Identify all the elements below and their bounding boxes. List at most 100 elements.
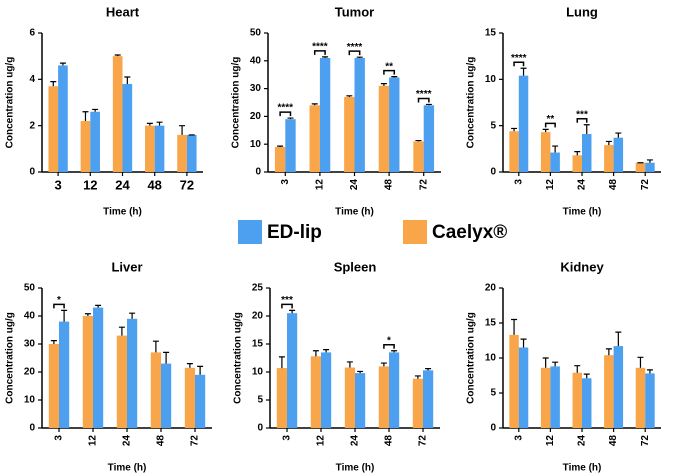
x-tick-label: 12 <box>316 435 327 447</box>
error-bar <box>152 340 159 353</box>
y-tick-label: 6 <box>29 28 35 39</box>
bar <box>90 111 100 172</box>
x-tick-label: 12 <box>315 179 326 191</box>
bar <box>540 132 551 172</box>
significance-label: *** <box>576 109 588 120</box>
error-bar <box>357 370 364 374</box>
y-tick-label: 0 <box>255 167 261 178</box>
significance-bracket <box>576 117 588 123</box>
bar <box>354 58 365 172</box>
bar <box>93 307 104 428</box>
y-axis-label: Concentration ug/g <box>233 312 244 404</box>
bar <box>112 56 123 172</box>
bar <box>540 367 551 428</box>
bar <box>613 137 624 172</box>
bar <box>604 355 614 428</box>
error-bar <box>346 361 353 368</box>
bar <box>344 367 355 428</box>
bar <box>423 370 434 428</box>
error-bar <box>391 350 398 353</box>
error-bar <box>50 340 57 344</box>
error-bar <box>163 351 170 364</box>
error-bar <box>520 67 527 76</box>
error-bar <box>92 108 99 112</box>
bar <box>645 162 655 172</box>
significance-label: **** <box>416 89 432 100</box>
x-axis-label: Time (h) <box>108 463 147 474</box>
bar <box>389 352 400 428</box>
bar <box>509 334 519 428</box>
significance-bracket <box>348 50 361 56</box>
significance-bracket <box>544 122 556 128</box>
bar <box>59 321 70 428</box>
error-bar <box>287 117 294 120</box>
error-bar <box>59 62 66 66</box>
y-tick-label: 20 <box>24 367 36 378</box>
bar <box>309 105 320 172</box>
error-bar <box>542 128 549 133</box>
bar <box>154 125 165 172</box>
y-tick-label: 5 <box>257 395 263 406</box>
y-tick-label: 20 <box>250 111 262 122</box>
chart-title: Liver <box>111 259 142 274</box>
error-bar <box>415 139 422 142</box>
y-tick-label: 0 <box>29 167 35 178</box>
bar <box>378 85 390 172</box>
bar <box>413 141 424 172</box>
error-bar <box>511 318 518 335</box>
significance-label: ** <box>547 114 555 125</box>
error-bar <box>511 127 518 132</box>
chart-title: Spleen <box>334 259 377 274</box>
bar <box>378 366 389 428</box>
error-bar <box>425 103 432 106</box>
bar <box>550 152 560 172</box>
y-tick-label: 50 <box>24 283 36 294</box>
error-bar <box>615 331 622 347</box>
significance-bracket <box>279 111 292 117</box>
y-tick-label: 15 <box>485 28 497 39</box>
bar <box>161 363 172 428</box>
x-axis-label: Time (h) <box>563 463 602 474</box>
bar <box>48 86 59 172</box>
bar <box>276 368 287 428</box>
significance-label: * <box>57 295 61 306</box>
error-bar <box>95 304 102 308</box>
bar <box>518 75 529 172</box>
bar <box>412 378 423 428</box>
error-bar <box>323 349 330 353</box>
error-bar <box>82 111 89 122</box>
x-axis-label: Time (h) <box>336 463 375 474</box>
error-bar <box>146 122 153 126</box>
significance-bracket <box>383 343 395 349</box>
x-tick-label: 24 <box>350 435 361 447</box>
error-bar <box>637 356 644 368</box>
y-tick-label: 15 <box>252 339 264 350</box>
error-bar <box>583 124 590 135</box>
error-bar <box>50 81 57 87</box>
x-tick-label: 3 <box>280 179 291 185</box>
error-bar <box>542 357 549 368</box>
error-bar <box>380 82 387 86</box>
x-tick-label: 72 <box>640 179 651 191</box>
error-bar <box>311 103 318 106</box>
error-bar <box>356 56 363 59</box>
error-bar <box>425 368 432 371</box>
bar <box>184 367 195 428</box>
y-axis-label: Concentration ug/g <box>5 312 16 404</box>
chart-title: Lung <box>566 4 598 19</box>
error-bar <box>278 356 285 369</box>
legend-label: Caelyx® <box>432 222 507 243</box>
x-tick-label: 3 <box>513 435 524 441</box>
y-tick-label: 5 <box>490 388 496 399</box>
error-bar <box>156 121 163 126</box>
bar <box>604 145 614 172</box>
error-bar <box>552 145 559 153</box>
legend-swatch <box>238 220 262 244</box>
bar <box>177 134 187 172</box>
error-bar <box>414 375 421 379</box>
x-tick-label: 48 <box>608 179 619 191</box>
significance-bracket <box>513 61 525 67</box>
significance-bracket <box>281 303 293 309</box>
x-tick-label: 12 <box>83 177 97 192</box>
x-tick-label: 48 <box>147 177 161 192</box>
